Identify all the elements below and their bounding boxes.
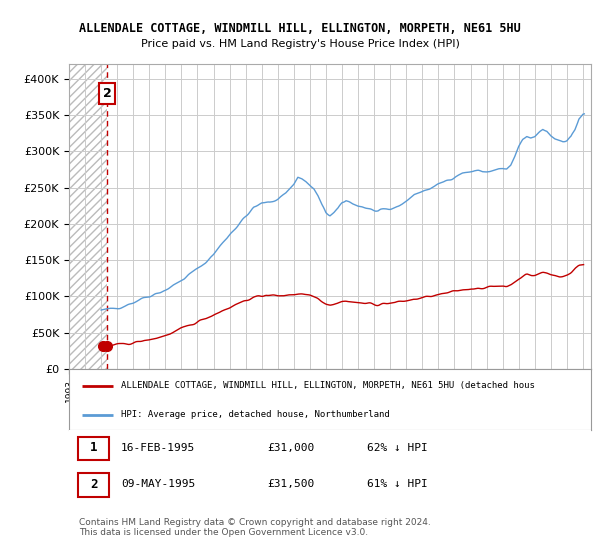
Text: 2: 2	[103, 87, 112, 100]
Text: £31,500: £31,500	[268, 479, 314, 489]
FancyBboxPatch shape	[79, 473, 109, 497]
Text: 62% ↓ HPI: 62% ↓ HPI	[367, 443, 427, 452]
Text: Contains HM Land Registry data © Crown copyright and database right 2024.
This d: Contains HM Land Registry data © Crown c…	[79, 517, 431, 537]
Text: 09-MAY-1995: 09-MAY-1995	[121, 479, 196, 489]
Text: Price paid vs. HM Land Registry's House Price Index (HPI): Price paid vs. HM Land Registry's House …	[140, 39, 460, 49]
Text: 16-FEB-1995: 16-FEB-1995	[121, 443, 196, 452]
Text: 2: 2	[90, 478, 97, 491]
Text: ALLENDALE COTTAGE, WINDMILL HILL, ELLINGTON, MORPETH, NE61 5HU: ALLENDALE COTTAGE, WINDMILL HILL, ELLING…	[79, 22, 521, 35]
FancyBboxPatch shape	[79, 437, 109, 460]
Text: £31,000: £31,000	[268, 443, 314, 452]
Text: 61% ↓ HPI: 61% ↓ HPI	[367, 479, 427, 489]
Text: HPI: Average price, detached house, Northumberland: HPI: Average price, detached house, Nort…	[121, 410, 390, 419]
Text: 1: 1	[90, 441, 97, 454]
Text: ALLENDALE COTTAGE, WINDMILL HILL, ELLINGTON, MORPETH, NE61 5HU (detached hous: ALLENDALE COTTAGE, WINDMILL HILL, ELLING…	[121, 381, 535, 390]
